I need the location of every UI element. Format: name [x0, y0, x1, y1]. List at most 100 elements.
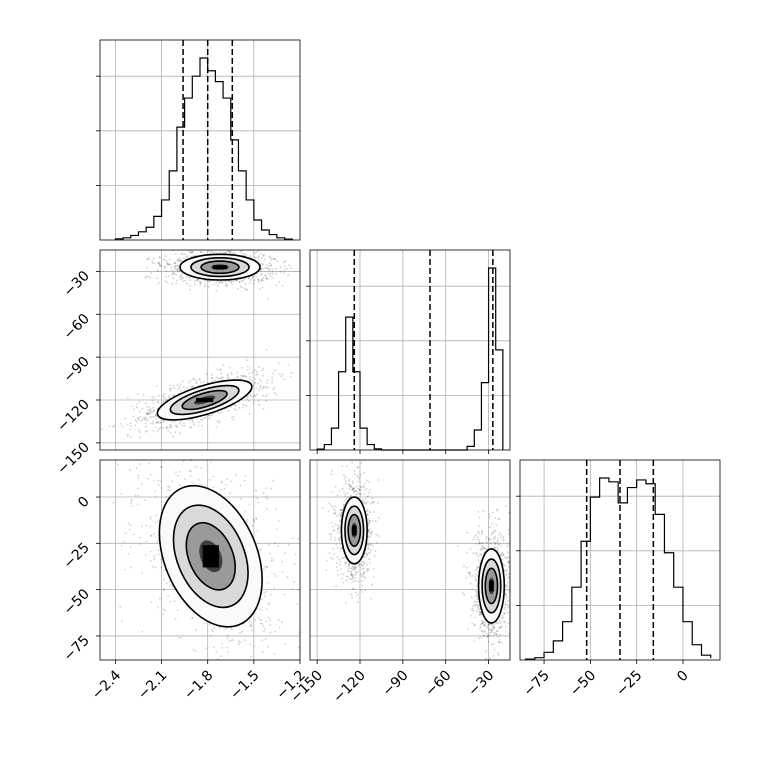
scatter-point — [210, 377, 213, 379]
scatter-point — [169, 432, 172, 434]
scatter-point — [368, 528, 371, 531]
scatter-point — [336, 494, 339, 496]
scatter-point — [187, 673, 189, 675]
scatter-point — [358, 563, 361, 566]
scatter-point — [366, 509, 369, 511]
scatter-point — [490, 629, 493, 632]
scatter-point — [296, 603, 299, 605]
scatter-point — [155, 422, 158, 424]
scatter-point — [304, 265, 306, 267]
scatter-point — [352, 482, 354, 484]
scatter-point — [251, 379, 254, 382]
x-tick-label-p2-2: −25 — [613, 668, 645, 700]
scatter-point — [337, 528, 339, 530]
scatter-point — [330, 491, 333, 493]
scatter-point — [340, 514, 342, 517]
scatter-point — [352, 487, 355, 490]
scatter-point — [170, 583, 173, 586]
x-tick-label-p0-3: −1.5 — [227, 668, 262, 703]
scatter-point — [481, 620, 483, 623]
scatter-point — [361, 568, 364, 571]
scatter-point — [196, 279, 199, 282]
scatter-point — [499, 554, 502, 557]
scatter-point — [265, 264, 268, 266]
scatter-point — [244, 475, 247, 477]
scatter-point — [368, 521, 371, 523]
scatter-point — [220, 481, 223, 483]
scatter-point — [495, 630, 498, 632]
scatter-point — [284, 552, 287, 555]
scatter-point — [186, 387, 189, 390]
scatter-point — [242, 375, 245, 377]
scatter-point — [328, 552, 331, 555]
scatter-point — [343, 503, 345, 506]
scatter-point — [140, 420, 143, 422]
scatter-point — [173, 272, 176, 275]
scatter-point — [212, 694, 214, 696]
scatter-point — [242, 375, 245, 378]
scatter-point — [203, 417, 205, 420]
scatter-point — [363, 571, 365, 573]
scatter-point — [150, 411, 152, 413]
scatter-point — [162, 421, 165, 424]
scatter-point — [274, 257, 276, 260]
scatter-point — [489, 657, 491, 660]
scatter-point — [353, 588, 355, 590]
scatter-point — [267, 645, 269, 648]
scatter-point — [165, 270, 168, 272]
scatter-point — [479, 625, 482, 628]
scatter-point — [212, 630, 215, 633]
scatter-point — [194, 280, 196, 282]
scatter-point — [330, 557, 332, 559]
scatter-point — [348, 483, 351, 486]
scatter-point — [189, 251, 191, 254]
scatter-point — [261, 369, 263, 372]
scatter-point — [188, 419, 191, 422]
scatter-point — [213, 251, 216, 254]
scatter-point — [501, 555, 504, 557]
scatter-point — [271, 268, 274, 271]
scatter-point — [494, 530, 497, 533]
scatter-point — [256, 497, 259, 500]
scatter-point — [362, 572, 365, 575]
scatter-point — [253, 381, 256, 384]
scatter-point — [503, 620, 506, 623]
scatter-point — [508, 566, 510, 568]
scatter-point — [154, 521, 157, 524]
scatter-point — [347, 568, 349, 571]
scatter-point — [168, 247, 170, 249]
scatter-point — [246, 365, 249, 368]
scatter-point — [112, 425, 114, 428]
scatter-point — [361, 579, 363, 582]
scatter-point — [196, 278, 199, 281]
scatter-point — [155, 414, 157, 416]
scatter-point — [340, 512, 343, 514]
scatter-point — [236, 376, 239, 379]
scatter-point — [174, 618, 177, 620]
scatter-point — [347, 570, 350, 573]
scatter-point — [152, 429, 155, 432]
scatter-point — [224, 284, 227, 287]
scatter-point — [216, 368, 219, 371]
scatter-point — [264, 275, 267, 278]
scatter-point — [238, 406, 241, 409]
scatter-point — [260, 274, 263, 277]
scatter-point — [494, 546, 496, 549]
scatter-point — [249, 279, 252, 282]
scatter-point — [135, 420, 138, 423]
scatter-point — [231, 283, 234, 285]
scatter-point — [230, 281, 233, 284]
scatter-point — [507, 599, 509, 602]
scatter-point — [350, 578, 352, 580]
scatter-point — [155, 385, 158, 387]
scatter-point — [138, 400, 141, 403]
scatter-point — [377, 535, 380, 537]
scatter-point — [191, 250, 194, 253]
scatter-point — [249, 643, 252, 646]
scatter-point — [485, 548, 488, 550]
scatter-point — [358, 477, 361, 480]
scatter-point — [163, 569, 166, 572]
scatter-point — [242, 403, 245, 406]
scatter-point — [189, 470, 192, 473]
scatter-point — [465, 551, 468, 554]
